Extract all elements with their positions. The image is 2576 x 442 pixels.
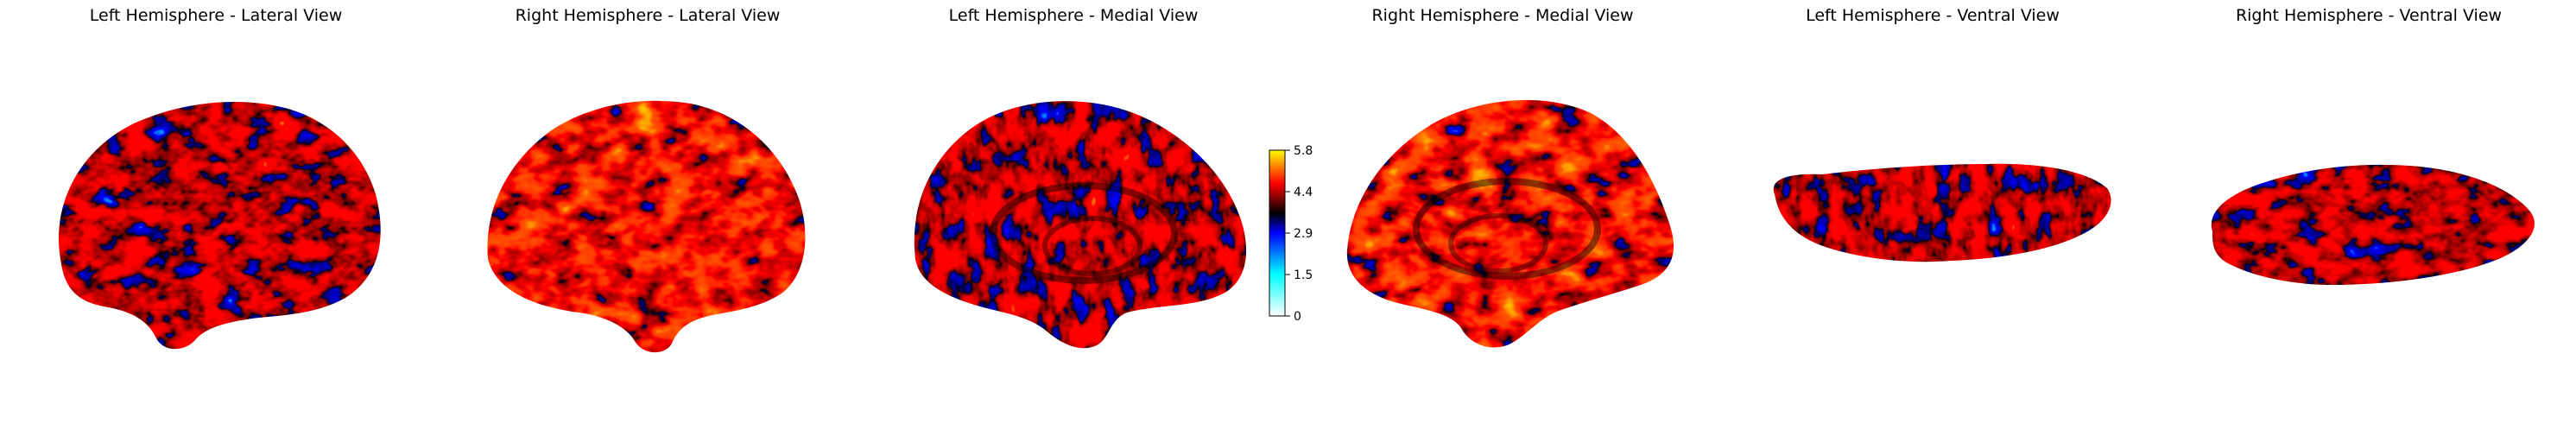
right-medial-surface	[1346, 99, 1674, 348]
right-lateral-surface	[487, 100, 806, 353]
colorbar-tick-label: 4.4	[1294, 186, 1313, 199]
colorbar: 5.8 4.4 2.9 1.5 0	[1269, 144, 1313, 324]
colorbar-gradient	[1269, 149, 1286, 317]
panel-title-right-medial: Right Hemisphere - Medial View	[1371, 6, 1633, 25]
right-ventral-surface	[2211, 164, 2535, 285]
left-lateral-surface	[58, 101, 381, 350]
panel-title-right-ventral: Right Hemisphere - Ventral View	[2236, 6, 2502, 25]
colorbar-tick-label: 0	[1294, 310, 1301, 324]
colorbar-tick-label: 1.5	[1294, 268, 1313, 282]
colorbar-tick-label: 5.8	[1294, 144, 1313, 158]
left-ventral-surface	[1773, 163, 2111, 262]
panel-title-left-lateral: Left Hemisphere - Lateral View	[90, 6, 343, 25]
left-medial-surface	[914, 101, 1247, 349]
colorbar-ticks: 5.8 4.4 2.9 1.5 0	[1285, 144, 1313, 324]
panel-title-left-medial: Left Hemisphere - Medial View	[949, 6, 1199, 25]
colorbar-tick-label: 2.9	[1294, 227, 1313, 241]
panel-title-left-ventral: Left Hemisphere - Ventral View	[1806, 6, 2060, 25]
panel-title-right-lateral: Right Hemisphere - Lateral View	[516, 6, 781, 25]
